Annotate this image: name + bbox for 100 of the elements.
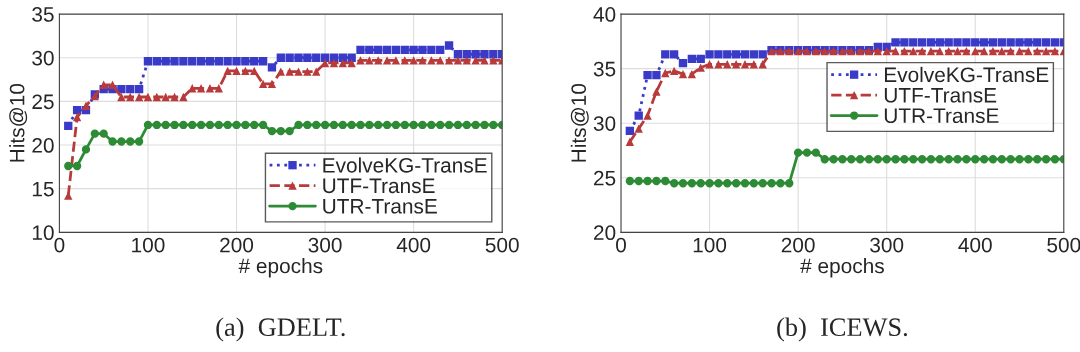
point [652, 87, 661, 96]
point [267, 126, 277, 136]
point [312, 53, 321, 62]
point [444, 120, 454, 130]
point [731, 50, 741, 59]
point [971, 47, 980, 56]
point [1024, 155, 1033, 164]
x-tick-label: 0 [54, 237, 65, 253]
point [935, 155, 944, 164]
point [108, 80, 117, 89]
point [356, 45, 365, 55]
point [400, 56, 409, 65]
point [329, 120, 339, 130]
point [400, 120, 409, 130]
point [374, 120, 383, 130]
point [338, 120, 347, 130]
point [882, 155, 891, 164]
y-tick-label: 30 [32, 50, 54, 66]
point [758, 60, 767, 69]
y-tick-label: 20 [32, 138, 54, 153]
point [1041, 47, 1051, 56]
point [126, 84, 135, 94]
point [400, 45, 409, 55]
point [312, 67, 321, 76]
point [365, 56, 374, 65]
point [705, 179, 714, 188]
point [188, 120, 197, 130]
point [1006, 38, 1015, 47]
point [214, 57, 223, 66]
point [72, 161, 82, 171]
point [338, 58, 347, 68]
point [749, 50, 759, 59]
point [436, 120, 445, 130]
point [391, 120, 401, 130]
point [391, 45, 401, 55]
point [714, 50, 723, 59]
point [953, 155, 962, 164]
point [1024, 38, 1033, 47]
point [847, 155, 856, 164]
point [480, 120, 489, 130]
point [678, 69, 688, 79]
point [926, 47, 936, 56]
point [99, 129, 108, 138]
legend-label: EvolveKG-TransE [884, 66, 1049, 83]
point [320, 120, 330, 130]
point [444, 56, 454, 65]
point [134, 84, 144, 94]
point [365, 45, 374, 55]
x-tick-label: 100 [132, 237, 165, 253]
point [1006, 155, 1015, 164]
point [820, 155, 829, 164]
point [714, 179, 723, 188]
point [749, 179, 759, 188]
x-tick-label: 300 [870, 237, 904, 253]
x-tick-label: 500 [485, 237, 519, 253]
point [909, 38, 918, 47]
point [643, 111, 652, 120]
point [161, 92, 170, 102]
point [250, 57, 259, 66]
point [409, 45, 418, 55]
x-tick-label: 200 [220, 237, 254, 253]
point [462, 50, 471, 59]
y-tick-label: 10 [32, 225, 54, 241]
point [170, 57, 179, 66]
point [276, 67, 285, 76]
point [471, 120, 480, 130]
point [391, 56, 401, 65]
x-tick-label: 100 [693, 237, 727, 253]
point [979, 155, 989, 164]
point [625, 176, 635, 186]
point [696, 54, 705, 63]
point [267, 79, 277, 89]
point [687, 54, 697, 63]
point [944, 38, 953, 47]
point [374, 56, 383, 65]
point [223, 66, 232, 75]
point [267, 63, 277, 72]
point [935, 47, 944, 56]
point [971, 38, 980, 47]
point [152, 57, 161, 66]
point [462, 120, 471, 130]
point [427, 120, 436, 130]
point [250, 66, 259, 75]
x-tick-label: 200 [781, 237, 815, 253]
point [758, 179, 767, 188]
point [72, 105, 82, 115]
point [312, 120, 321, 130]
point [329, 58, 339, 68]
y-tick-label: 25 [594, 170, 616, 186]
point [205, 84, 215, 93]
point [356, 120, 365, 130]
point [453, 50, 463, 59]
x-axis-title: # epochs [800, 257, 884, 278]
y-tick-label: 35 [593, 61, 616, 77]
point [81, 145, 91, 154]
point [436, 56, 445, 65]
point [678, 59, 688, 68]
point [170, 120, 179, 130]
point [625, 137, 635, 146]
point [444, 41, 454, 50]
